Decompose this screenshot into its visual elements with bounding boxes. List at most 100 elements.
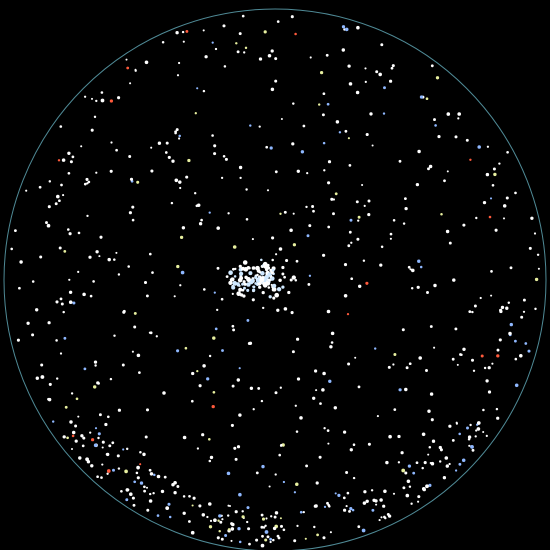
star bbox=[133, 480, 137, 484]
star bbox=[66, 436, 69, 440]
star bbox=[455, 422, 458, 425]
star bbox=[99, 235, 103, 239]
star bbox=[409, 268, 412, 271]
star bbox=[222, 24, 226, 28]
star bbox=[536, 253, 540, 257]
star bbox=[302, 510, 305, 514]
star bbox=[380, 245, 384, 249]
star bbox=[62, 435, 66, 439]
star bbox=[148, 331, 151, 334]
star bbox=[144, 435, 148, 439]
star bbox=[465, 138, 469, 142]
star bbox=[272, 526, 277, 531]
star bbox=[90, 97, 94, 100]
star bbox=[198, 222, 203, 226]
star bbox=[492, 167, 496, 171]
star bbox=[192, 496, 196, 500]
star bbox=[347, 244, 351, 248]
star bbox=[134, 68, 137, 71]
star bbox=[404, 387, 408, 392]
star bbox=[241, 515, 245, 519]
star bbox=[67, 151, 71, 155]
star bbox=[328, 379, 332, 383]
star bbox=[260, 513, 264, 517]
star bbox=[273, 515, 277, 519]
star bbox=[329, 345, 333, 349]
star bbox=[38, 185, 42, 189]
star bbox=[387, 514, 392, 518]
star bbox=[408, 362, 412, 366]
star bbox=[138, 371, 141, 374]
star bbox=[272, 538, 275, 542]
star bbox=[322, 536, 326, 540]
star bbox=[211, 134, 214, 137]
star bbox=[181, 30, 185, 34]
star bbox=[397, 434, 401, 439]
star bbox=[369, 112, 373, 116]
star bbox=[347, 64, 351, 68]
star bbox=[404, 471, 408, 475]
star bbox=[400, 451, 404, 455]
star bbox=[392, 219, 396, 222]
star bbox=[180, 270, 185, 275]
star bbox=[255, 278, 261, 283]
star bbox=[429, 325, 433, 328]
star bbox=[296, 169, 300, 173]
star bbox=[307, 282, 311, 286]
star bbox=[198, 504, 202, 508]
star bbox=[341, 25, 346, 29]
star bbox=[260, 399, 264, 403]
star bbox=[524, 342, 528, 345]
star bbox=[263, 30, 267, 34]
star bbox=[265, 517, 268, 520]
star bbox=[269, 540, 272, 544]
star bbox=[388, 79, 393, 83]
star bbox=[86, 214, 89, 218]
star bbox=[238, 264, 242, 269]
star bbox=[185, 175, 189, 179]
star bbox=[392, 363, 395, 366]
star bbox=[156, 514, 160, 517]
star bbox=[59, 125, 63, 128]
star bbox=[485, 379, 489, 383]
star bbox=[407, 265, 411, 269]
star bbox=[132, 503, 136, 507]
star bbox=[14, 229, 17, 233]
star bbox=[211, 404, 215, 409]
star bbox=[270, 515, 273, 518]
star bbox=[279, 212, 282, 215]
star bbox=[445, 464, 449, 468]
star bbox=[462, 223, 466, 227]
star bbox=[374, 499, 378, 503]
star bbox=[252, 285, 256, 289]
star bbox=[208, 525, 213, 529]
star bbox=[270, 87, 275, 92]
star bbox=[212, 390, 216, 394]
star bbox=[230, 539, 233, 542]
star bbox=[230, 277, 235, 282]
star bbox=[245, 188, 248, 191]
star bbox=[10, 247, 13, 251]
star bbox=[67, 171, 71, 175]
star bbox=[115, 148, 118, 152]
star bbox=[375, 503, 378, 506]
star bbox=[269, 268, 273, 272]
star bbox=[248, 341, 253, 346]
star bbox=[232, 245, 237, 249]
star bbox=[296, 524, 299, 528]
star bbox=[196, 369, 199, 373]
star bbox=[334, 492, 337, 495]
star bbox=[292, 212, 295, 215]
star bbox=[421, 466, 424, 470]
star bbox=[113, 334, 116, 337]
star bbox=[258, 57, 263, 61]
star bbox=[223, 65, 227, 68]
star bbox=[69, 160, 73, 164]
star bbox=[482, 200, 487, 205]
star bbox=[184, 346, 188, 350]
star bbox=[214, 327, 218, 331]
star bbox=[390, 66, 394, 70]
star bbox=[260, 543, 265, 548]
star bbox=[282, 480, 286, 484]
star bbox=[448, 424, 452, 428]
